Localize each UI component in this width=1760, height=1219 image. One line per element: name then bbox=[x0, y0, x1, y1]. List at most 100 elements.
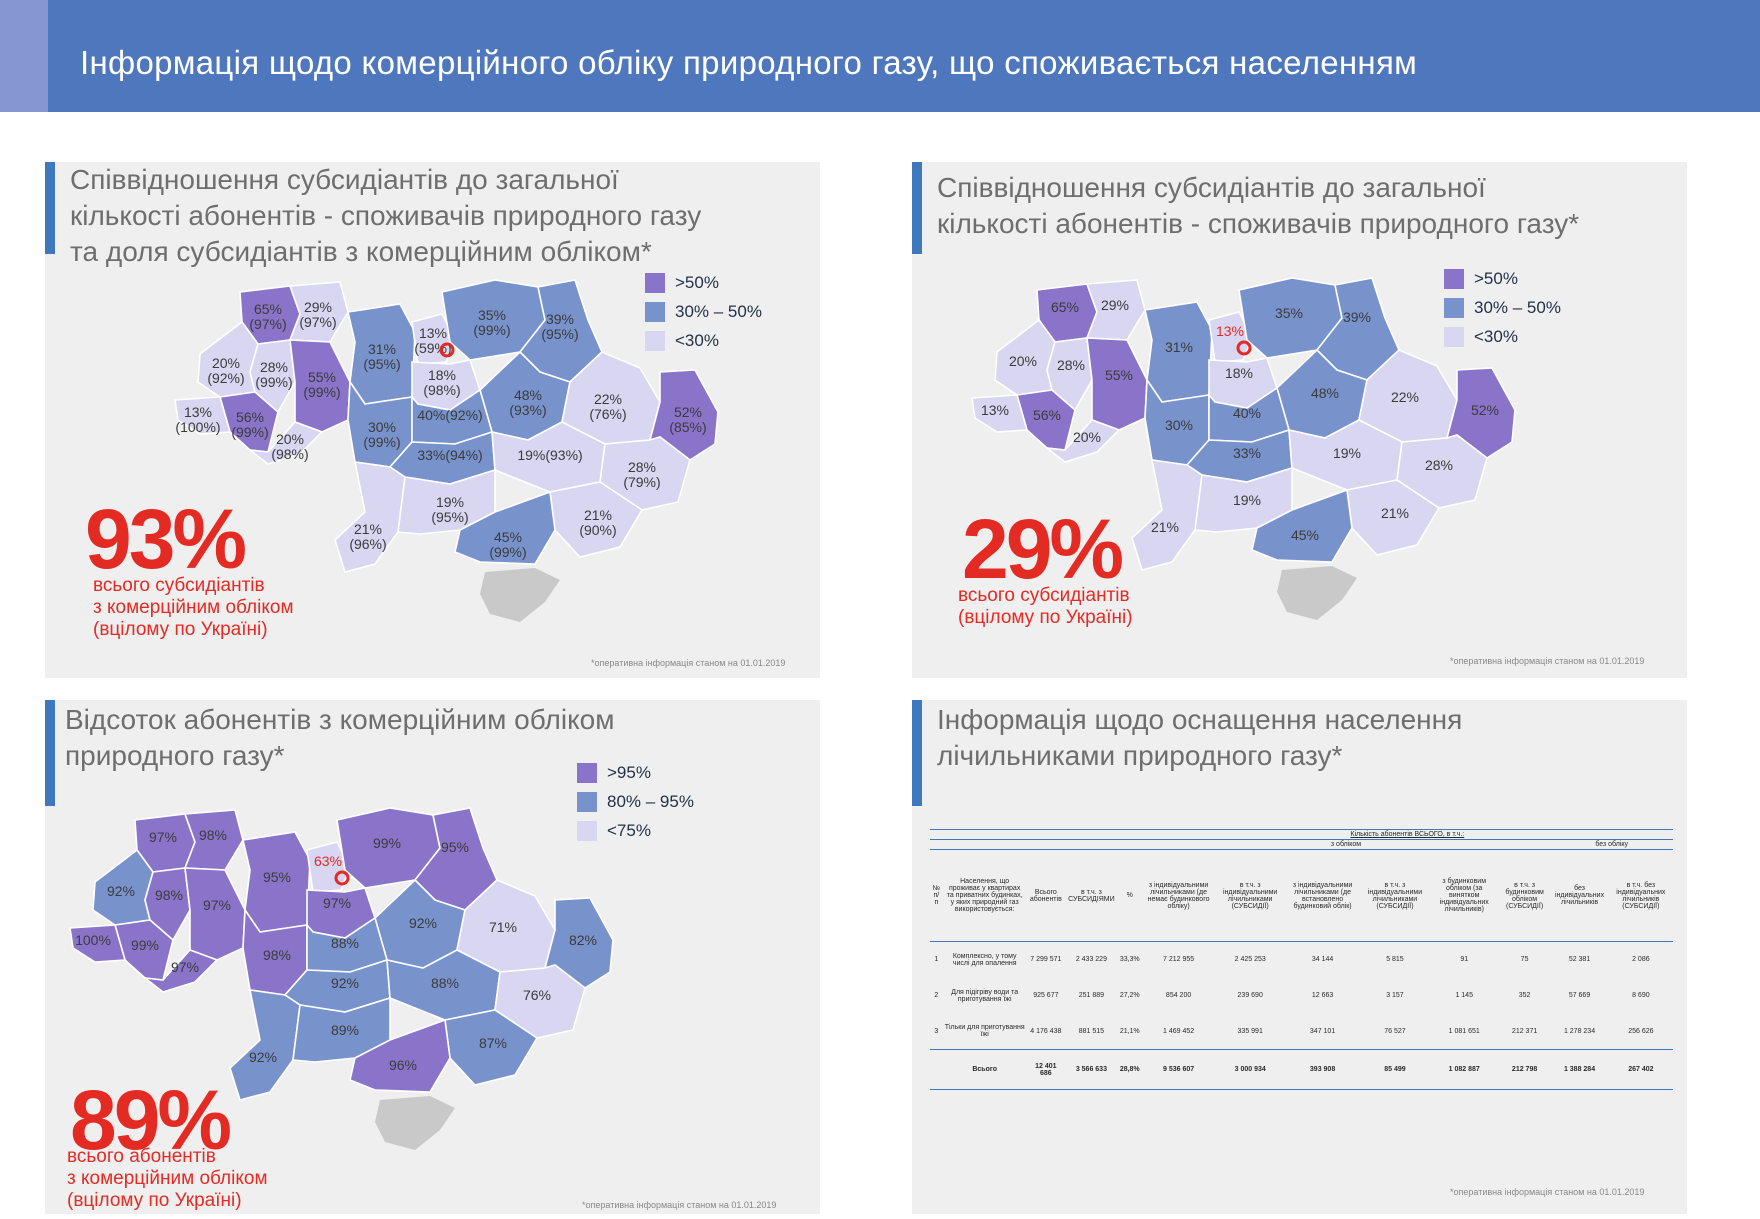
crimea-region bbox=[1277, 566, 1357, 620]
panel-meters-table: Інформація щодо оснащення населення лічи… bbox=[912, 700, 1687, 1214]
region-label-khmel: 97% bbox=[203, 897, 231, 913]
region-label-kyiv: 18% bbox=[1225, 365, 1253, 381]
table-top-header: Кількість абонентів ВСЬОГО, в т.ч.: bbox=[1350, 831, 1465, 838]
legend-swatch bbox=[577, 820, 597, 841]
table-cell: 3 000 934 bbox=[1234, 1066, 1266, 1073]
region-label-poltava: 48% bbox=[1311, 385, 1339, 401]
panel-accent-bar bbox=[912, 700, 922, 806]
region-label-kirov: 33%(94%) bbox=[417, 447, 482, 463]
region-label-ivano-commercial: (99%) bbox=[231, 424, 268, 440]
region-label-cherkasy: 40%(92%) bbox=[417, 407, 482, 423]
region-khmel bbox=[1086, 337, 1148, 431]
table-row: 2 Для підігріву води та приготування їжі 9… bbox=[930, 978, 1673, 1014]
region-label-poltava: 48% bbox=[514, 387, 542, 403]
legend-label: <30% bbox=[1474, 326, 1518, 346]
region-label-kyiv: 18% bbox=[428, 367, 456, 383]
panel-title: Співвідношення субсидіантів до загальної… bbox=[937, 170, 1579, 242]
region-label-kyivcity: 13% bbox=[1216, 323, 1244, 339]
table-cell: 347 101 bbox=[1309, 1027, 1336, 1035]
header-banner: Інформація щодо комерційного обліку прир… bbox=[0, 0, 1760, 112]
table-body: 1 Комплексно, у тому числі для опалення 7 … bbox=[930, 942, 1673, 1090]
legend-label: 30% – 50% bbox=[1474, 297, 1561, 317]
panel-accent-bar bbox=[912, 162, 922, 254]
region-label-volyn: 65% bbox=[254, 301, 282, 317]
table-cell: Комплексно, у тому числі для опалення bbox=[952, 952, 1017, 967]
table-cell: 12 401 686 bbox=[1035, 1062, 1057, 1077]
table-column-header: № п/п Населення, що проживає у квартирах … bbox=[930, 849, 1673, 942]
table-cell: 267 402 bbox=[1628, 1066, 1654, 1073]
region-label-vinn-commercial: (99%) bbox=[363, 434, 400, 450]
crimea-region bbox=[480, 568, 560, 622]
region-label-kyivcity: 13% bbox=[419, 325, 447, 341]
table-cell: 925 677 bbox=[1033, 992, 1059, 999]
table-cell: 76 527 bbox=[1384, 1027, 1406, 1035]
region-label-zhytomyr: 31% bbox=[1165, 339, 1193, 355]
region-label-kharkiv: 22% bbox=[594, 391, 622, 407]
region-label-lviv: 20% bbox=[1009, 353, 1037, 369]
title-line: кількості абонентів - споживачів природн… bbox=[70, 200, 702, 231]
region-label-zakarp-commercial: (100%) bbox=[175, 419, 220, 435]
panel-title: Інформація щодо оснащення населення лічи… bbox=[937, 702, 1462, 774]
column-header: Всього абонентів bbox=[1029, 888, 1062, 903]
panel-subsidy-ratio: Співвідношення субсидіантів до загальної… bbox=[912, 162, 1687, 678]
kyiv-marker-icon bbox=[1236, 340, 1252, 356]
region-label-kirov: 33% bbox=[1233, 445, 1261, 461]
table-cell: 212 798 bbox=[1511, 1066, 1538, 1073]
region-label-luhansk: 82% bbox=[569, 932, 597, 948]
region-label-ivano: 99% bbox=[131, 937, 159, 953]
table-cell: 2 bbox=[934, 992, 939, 999]
ukraine-map: 97% 98% 95% 63% 99% 95% 92% 98% 97% 97% 92% 71% 82% 9… bbox=[69, 807, 614, 1150]
region-label-rivne: 29% bbox=[1101, 297, 1129, 313]
table-cell: 75 bbox=[1520, 956, 1529, 964]
legend-swatch bbox=[577, 762, 597, 783]
table-cell bbox=[930, 1050, 943, 1090]
panel-subsidy-commercial: Співвідношення субсидіантів до загальної… bbox=[45, 162, 820, 678]
region-label-kherson: 45% bbox=[1291, 527, 1319, 543]
table-cell: 12 663 bbox=[1311, 992, 1334, 999]
title-line: лічильниками природного газу* bbox=[937, 740, 1343, 771]
panel-title: Співвідношення субсидіантів до загальної… bbox=[70, 162, 701, 270]
region-label-chernihiv-commercial: (99%) bbox=[473, 322, 510, 338]
region-label-ternopil-commercial: (99%) bbox=[255, 374, 292, 390]
region-label-zhytomyr: 31% bbox=[368, 341, 396, 357]
table-cell: 34 144 bbox=[1311, 956, 1334, 964]
region-label-mykol: 19% bbox=[436, 494, 464, 510]
region-label-kirov: 92% bbox=[331, 975, 359, 991]
table-cell: 881 515 bbox=[1078, 1027, 1105, 1035]
region-chern bbox=[1044, 419, 1121, 463]
region-label-kharkiv: 71% bbox=[489, 919, 517, 935]
legend-item: >95% bbox=[577, 758, 694, 787]
table-cell: Тільки для приготування їжі bbox=[944, 1024, 1025, 1039]
region-label-luhansk-commercial: (85%) bbox=[669, 419, 706, 435]
title-line: природного газу* bbox=[65, 740, 285, 771]
column-header: в т.ч. без індивідуальних лічильників (С… bbox=[1616, 881, 1666, 910]
region-label-kherson-commercial: (99%) bbox=[489, 544, 526, 560]
meters-table: Кількість абонентів ВСЬОГО, в т.ч.: з об… bbox=[930, 829, 1673, 1090]
stat-caption: всього субсидіантів (вцілому по Україні) bbox=[958, 585, 1133, 628]
title-line: Інформація щодо оснащення населення bbox=[937, 704, 1463, 735]
column-header: з індивідуальними лічильниками (де немає… bbox=[1147, 881, 1210, 910]
region-khmel bbox=[184, 867, 246, 961]
region-zakarp bbox=[69, 924, 127, 963]
table-row: 1 Комплексно, у тому числі для опалення 7 … bbox=[930, 942, 1673, 978]
region-label-khmel: 55% bbox=[1105, 367, 1133, 383]
region-label-sumy: 39% bbox=[1343, 309, 1371, 325]
table-cell: 1 081 651 bbox=[1448, 1027, 1480, 1035]
footnote: *оперативна інформація станом на 01.01.2… bbox=[1450, 656, 1645, 666]
header-accent bbox=[0, 0, 48, 112]
region-kyivcity bbox=[411, 313, 456, 365]
region-label-lviv-commercial: (92%) bbox=[207, 370, 244, 386]
table-cell: 1 082 887 bbox=[1448, 1066, 1480, 1073]
region-label-rivne-commercial: (97%) bbox=[299, 314, 336, 330]
table-cell: 251 889 bbox=[1078, 992, 1105, 999]
table-cell: 9 536 607 bbox=[1163, 1066, 1195, 1073]
table-cell: 854 200 bbox=[1165, 992, 1192, 999]
region-chern bbox=[247, 421, 324, 465]
region-label-rivne: 98% bbox=[199, 827, 227, 843]
table-cell: 33,3% bbox=[1119, 956, 1140, 964]
region-odesa bbox=[1131, 459, 1203, 571]
region-label-khmel-commercial: (99%) bbox=[303, 384, 340, 400]
title-line: Відсоток абонентів з комерційним обліком bbox=[65, 704, 615, 735]
table-cell: 2 086 bbox=[1632, 956, 1650, 964]
panel-commercial-share: Відсоток абонентів з комерційним обліком… bbox=[45, 700, 820, 1214]
